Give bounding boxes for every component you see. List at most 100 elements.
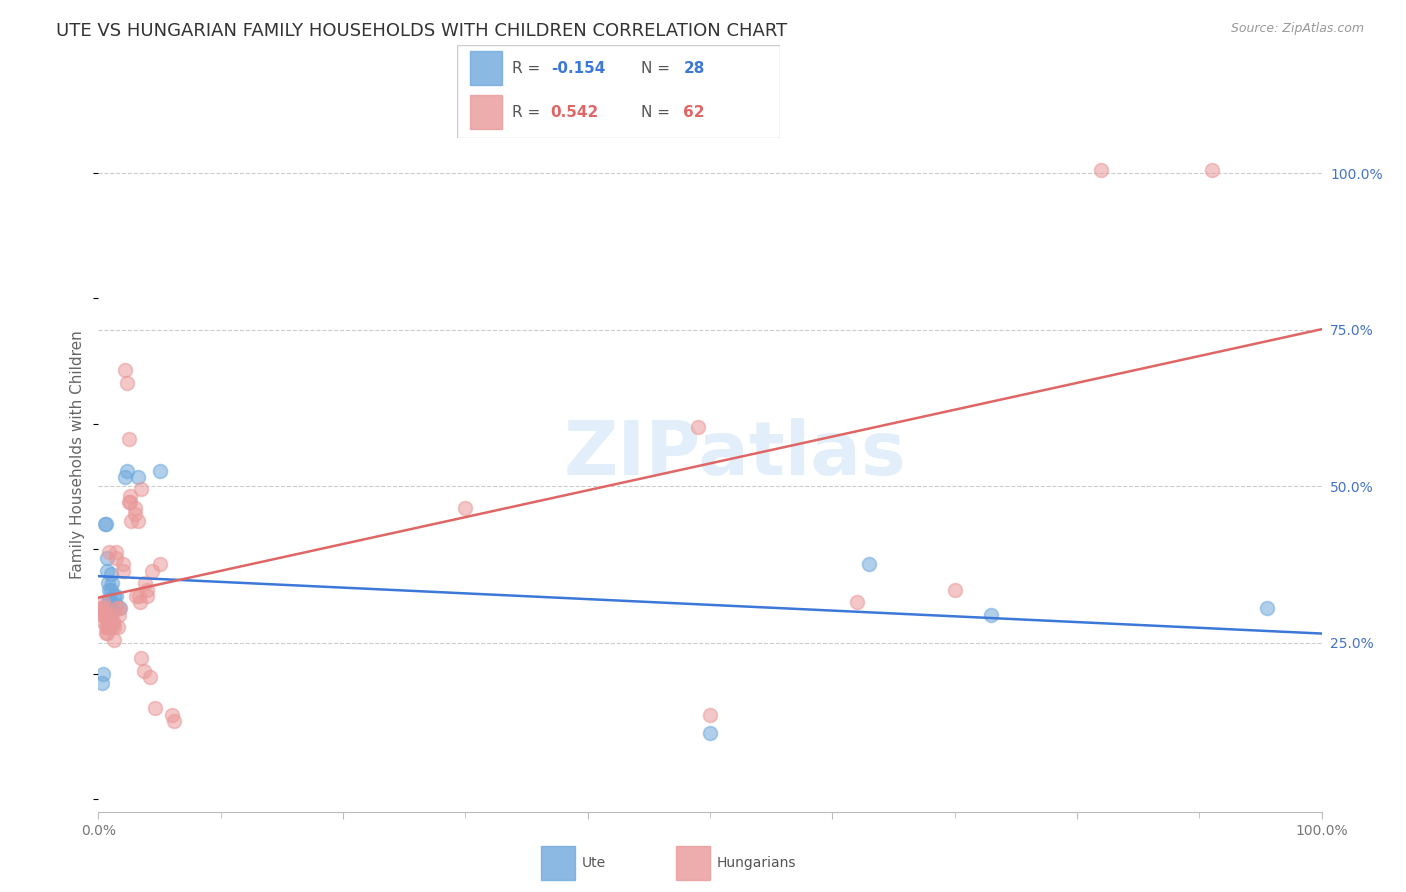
Point	[143, 701, 166, 715]
Point	[104, 551, 127, 566]
Point	[100, 582, 122, 597]
Point	[96, 614, 118, 628]
Point	[124, 508, 146, 522]
Point	[101, 616, 124, 631]
Point	[91, 601, 114, 615]
Point	[93, 607, 115, 622]
Point	[98, 545, 121, 559]
Point	[124, 501, 146, 516]
Point	[100, 620, 122, 634]
Text: Source: ZipAtlas.com: Source: ZipAtlas.com	[1230, 22, 1364, 36]
Point	[97, 620, 120, 634]
Point	[1090, 163, 1112, 178]
Point	[107, 620, 129, 634]
Point	[97, 576, 120, 591]
Text: Ute: Ute	[582, 856, 606, 870]
Point	[136, 589, 159, 603]
Point	[845, 595, 868, 609]
Point	[1256, 601, 1278, 615]
Point	[114, 470, 136, 484]
Point	[686, 419, 709, 434]
Point	[105, 601, 128, 615]
Point	[96, 551, 118, 566]
Text: ZIPatlas: ZIPatlas	[564, 418, 905, 491]
Point	[699, 726, 721, 740]
Point	[93, 516, 115, 531]
Point	[139, 670, 162, 684]
Point	[129, 651, 152, 665]
Point	[101, 576, 124, 591]
Point	[163, 714, 186, 728]
Point	[91, 607, 114, 622]
Point	[134, 576, 156, 591]
Point	[125, 589, 148, 603]
Point	[93, 601, 115, 615]
Point	[699, 707, 721, 722]
Point	[94, 626, 117, 640]
Point	[98, 591, 121, 606]
Bar	[676, 846, 710, 880]
Point	[91, 676, 114, 690]
Point	[103, 589, 125, 603]
Point	[104, 589, 127, 603]
Point	[160, 707, 183, 722]
Bar	[470, 95, 502, 129]
Point	[118, 495, 141, 509]
Point	[127, 470, 149, 484]
Point	[943, 582, 966, 597]
Point	[103, 620, 125, 634]
Point	[141, 564, 163, 578]
Point	[120, 495, 142, 509]
Point	[858, 558, 880, 572]
Point	[129, 483, 152, 497]
Point	[118, 432, 141, 446]
Point	[120, 489, 142, 503]
Point	[111, 564, 134, 578]
Y-axis label: Family Households with Children: Family Households with Children	[70, 331, 86, 579]
Point	[111, 558, 134, 572]
Point	[104, 545, 127, 559]
Point	[120, 514, 142, 528]
Bar	[541, 846, 575, 880]
Point	[149, 558, 172, 572]
Point	[89, 604, 111, 618]
Point	[91, 607, 114, 622]
Point	[454, 501, 477, 516]
Point	[128, 589, 150, 603]
Point	[115, 376, 138, 390]
Point	[103, 632, 125, 647]
Point	[94, 620, 117, 634]
Point	[110, 601, 132, 615]
Point	[115, 464, 138, 478]
Point	[97, 595, 120, 609]
Point	[127, 514, 149, 528]
Text: UTE VS HUNGARIAN FAMILY HOUSEHOLDS WITH CHILDREN CORRELATION CHART: UTE VS HUNGARIAN FAMILY HOUSEHOLDS WITH …	[56, 22, 787, 40]
Point	[101, 604, 124, 618]
Text: R =: R =	[512, 104, 550, 120]
Point	[149, 464, 172, 478]
Point	[97, 614, 120, 628]
Point	[100, 614, 122, 628]
Text: 0.542: 0.542	[551, 104, 599, 120]
Point	[980, 607, 1002, 622]
Point	[96, 564, 118, 578]
Point	[96, 626, 118, 640]
Point	[100, 595, 122, 609]
Point	[91, 667, 114, 681]
Point	[100, 566, 122, 581]
Text: R =: R =	[512, 61, 546, 76]
Text: N =: N =	[641, 61, 675, 76]
Point	[129, 595, 152, 609]
Text: Hungarians: Hungarians	[717, 856, 796, 870]
Text: -0.154: -0.154	[551, 61, 605, 76]
Point	[104, 598, 127, 612]
Text: 28: 28	[683, 61, 704, 76]
Point	[98, 607, 121, 622]
Bar	[470, 51, 502, 85]
Point	[91, 614, 114, 628]
Point	[94, 516, 117, 531]
Point	[1201, 163, 1223, 178]
Point	[98, 582, 121, 597]
Point	[132, 664, 155, 678]
Text: N =: N =	[641, 104, 675, 120]
